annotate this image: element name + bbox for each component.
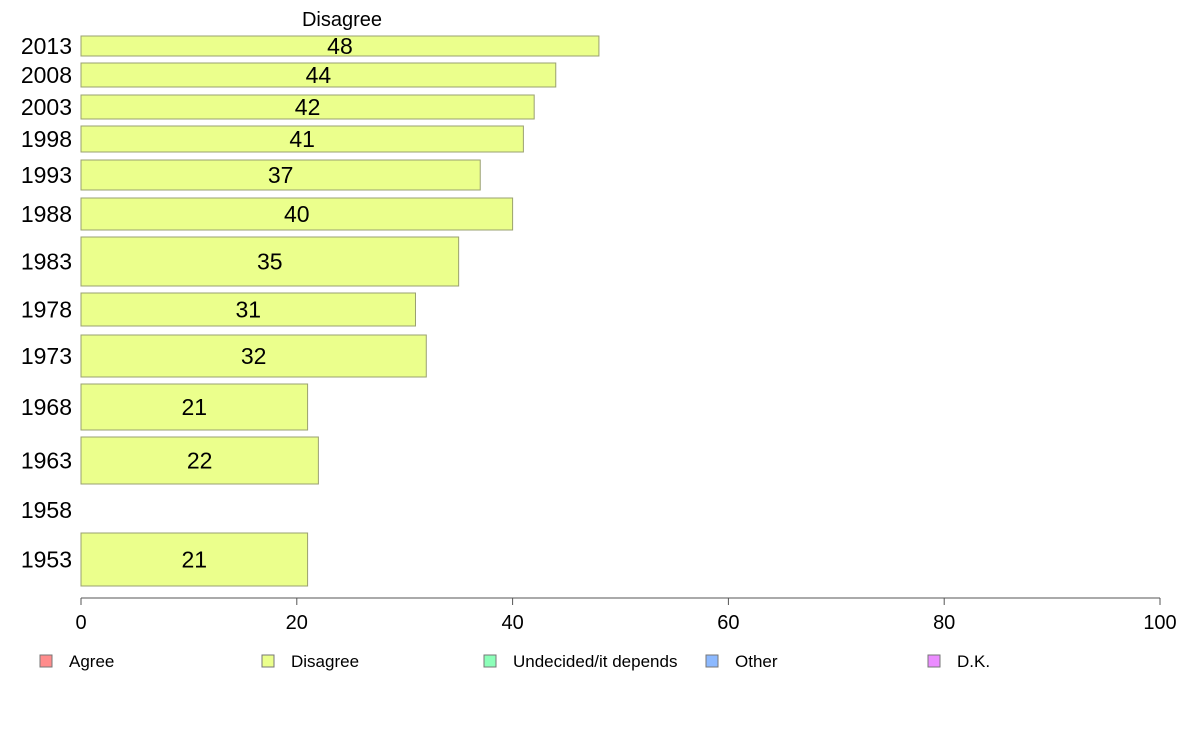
legend-swatch bbox=[261, 654, 275, 668]
bar bbox=[80, 62, 557, 88]
y-tick-label: 1983 bbox=[21, 249, 72, 275]
y-tick-label: 1963 bbox=[21, 448, 72, 474]
bar bbox=[80, 383, 309, 431]
x-tick-label: 80 bbox=[933, 612, 955, 634]
data-label: 31 bbox=[235, 297, 261, 323]
data-label: 21 bbox=[181, 394, 207, 420]
legend-label: Disagree bbox=[291, 652, 359, 671]
y-tick-label: 1973 bbox=[21, 343, 72, 369]
y-tick-label: 1998 bbox=[21, 126, 72, 152]
y-tick-label: 1953 bbox=[21, 547, 72, 573]
data-label: 40 bbox=[284, 201, 310, 227]
bar bbox=[80, 436, 319, 485]
bars-layer: 2013 48 2008 44 2003 42 1998 41 1993 37 1988 40 1983… bbox=[21, 33, 600, 587]
data-label: 41 bbox=[289, 126, 315, 152]
bar bbox=[80, 197, 514, 231]
data-label: 42 bbox=[295, 94, 321, 120]
legend-label: Other bbox=[735, 652, 778, 671]
bar bbox=[80, 35, 600, 57]
data-label: 37 bbox=[268, 162, 294, 188]
legend-label: Agree bbox=[69, 652, 114, 671]
x-tick-label: 100 bbox=[1143, 612, 1176, 634]
bar bbox=[80, 94, 535, 120]
x-tick-label: 40 bbox=[501, 612, 523, 634]
y-tick-label: 1958 bbox=[21, 497, 72, 523]
data-label: 35 bbox=[257, 249, 283, 275]
chart-title: Disagree bbox=[302, 9, 382, 31]
bar bbox=[80, 159, 481, 191]
legend-swatch bbox=[483, 654, 497, 668]
data-label: 32 bbox=[241, 343, 267, 369]
legend-swatch bbox=[39, 654, 53, 668]
legend: Agree Disagree Undecided/it depends Other D.… bbox=[39, 652, 990, 671]
data-label: 48 bbox=[327, 33, 353, 59]
y-tick-label: 2003 bbox=[21, 94, 72, 120]
bar bbox=[80, 236, 460, 287]
x-tick-label: 0 bbox=[75, 612, 86, 634]
y-tick-label: 1993 bbox=[21, 162, 72, 188]
legend-label: D.K. bbox=[957, 652, 990, 671]
bar bbox=[80, 532, 309, 587]
legend-swatch bbox=[927, 654, 941, 668]
data-label: 22 bbox=[187, 448, 213, 474]
y-tick-label: 1968 bbox=[21, 394, 72, 420]
data-label: 44 bbox=[306, 62, 332, 88]
legend-swatch bbox=[705, 654, 719, 668]
x-tick-label: 60 bbox=[717, 612, 739, 634]
bar bbox=[80, 125, 524, 153]
data-label: 21 bbox=[181, 547, 207, 573]
x-tick-label: 20 bbox=[286, 612, 308, 634]
y-tick-label: 2008 bbox=[21, 62, 72, 88]
legend-label: Undecided/it depends bbox=[513, 652, 677, 671]
bar bbox=[80, 334, 427, 378]
y-tick-label: 1988 bbox=[21, 201, 72, 227]
bar bbox=[80, 292, 416, 327]
y-tick-label: 2013 bbox=[21, 33, 72, 59]
y-tick-label: 1978 bbox=[21, 297, 72, 323]
x-axis: 0 20 40 60 80 100 bbox=[75, 597, 1177, 634]
